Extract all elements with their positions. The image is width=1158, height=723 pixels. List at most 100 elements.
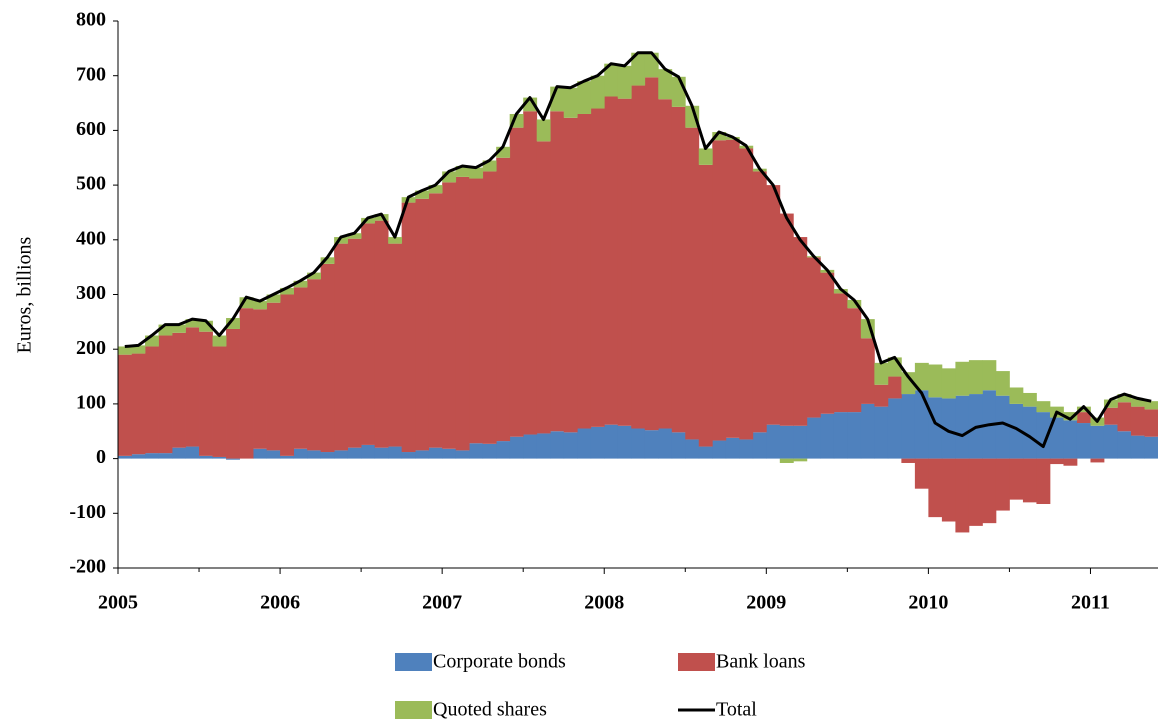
bar bbox=[995, 371, 1010, 396]
bar bbox=[563, 117, 578, 433]
bar bbox=[496, 441, 511, 459]
bar bbox=[415, 198, 430, 451]
bar bbox=[185, 319, 200, 328]
bar bbox=[536, 119, 551, 142]
bar bbox=[563, 432, 578, 459]
bar bbox=[887, 398, 902, 459]
bar bbox=[941, 368, 956, 399]
bar bbox=[901, 394, 916, 459]
bar bbox=[1117, 394, 1132, 403]
x-tick-label: 2005 bbox=[98, 592, 138, 614]
y-tick-label: 500 bbox=[76, 173, 106, 195]
bar bbox=[145, 335, 159, 347]
bar bbox=[1130, 398, 1145, 407]
y-tick-label: -100 bbox=[69, 501, 106, 523]
bar bbox=[226, 328, 240, 459]
bar bbox=[1144, 409, 1158, 437]
bar bbox=[1090, 458, 1105, 463]
bar bbox=[253, 301, 267, 310]
bar bbox=[1076, 423, 1091, 459]
bar bbox=[172, 447, 186, 459]
bar bbox=[415, 190, 430, 199]
y-tick-label: 300 bbox=[76, 282, 106, 304]
bar bbox=[1022, 458, 1037, 503]
bar bbox=[509, 127, 524, 437]
bar bbox=[995, 458, 1010, 511]
bar bbox=[239, 297, 254, 309]
bar bbox=[725, 139, 740, 438]
bar bbox=[793, 237, 808, 426]
bar bbox=[1063, 458, 1078, 466]
bar bbox=[928, 458, 943, 518]
bar bbox=[266, 450, 281, 459]
x-tick-label: 2007 bbox=[422, 592, 462, 614]
total-line bbox=[124, 51, 1152, 449]
bar bbox=[914, 390, 929, 459]
bar bbox=[536, 141, 551, 434]
bar bbox=[1144, 401, 1158, 410]
bar bbox=[455, 165, 470, 177]
bar bbox=[158, 453, 173, 459]
bar bbox=[1009, 403, 1024, 459]
bar bbox=[482, 443, 497, 459]
bar bbox=[968, 458, 983, 526]
bar bbox=[671, 106, 686, 433]
bar bbox=[779, 425, 794, 459]
bar bbox=[739, 439, 754, 459]
bar bbox=[766, 424, 781, 459]
legend-label: Quoted shares bbox=[433, 699, 547, 721]
bar bbox=[928, 364, 943, 398]
bar bbox=[1076, 412, 1091, 424]
bar bbox=[698, 446, 713, 459]
bar bbox=[1063, 420, 1078, 459]
bar bbox=[280, 455, 294, 459]
bar bbox=[739, 148, 754, 440]
bar bbox=[847, 299, 862, 309]
bar bbox=[901, 372, 916, 395]
bar bbox=[995, 395, 1010, 459]
bar bbox=[590, 108, 605, 427]
bar bbox=[334, 237, 349, 244]
bar bbox=[509, 436, 524, 459]
bar bbox=[428, 193, 443, 448]
legend-label: Bank loans bbox=[716, 651, 806, 673]
bar bbox=[955, 395, 970, 459]
bar bbox=[347, 447, 362, 459]
bar bbox=[172, 324, 186, 333]
bar bbox=[685, 439, 700, 459]
bar bbox=[833, 412, 848, 459]
bar bbox=[212, 335, 227, 347]
bar bbox=[374, 220, 389, 448]
bar bbox=[644, 430, 659, 459]
bar bbox=[644, 52, 659, 78]
bar bbox=[239, 308, 254, 459]
bar bbox=[577, 81, 592, 114]
bar bbox=[1117, 431, 1132, 459]
bar bbox=[536, 433, 551, 459]
bar bbox=[320, 257, 335, 264]
y-tick-label: 100 bbox=[76, 391, 106, 413]
bar bbox=[361, 217, 376, 224]
legend-swatch bbox=[678, 653, 715, 671]
bar bbox=[968, 360, 983, 395]
bar bbox=[1103, 424, 1118, 459]
bar bbox=[523, 111, 538, 435]
bar bbox=[1103, 407, 1118, 425]
bar bbox=[226, 318, 240, 329]
bar bbox=[590, 75, 605, 109]
bar bbox=[320, 452, 335, 459]
bar bbox=[307, 279, 321, 451]
bar bbox=[280, 294, 294, 456]
bar bbox=[847, 412, 862, 459]
bar bbox=[307, 272, 321, 280]
bar bbox=[658, 99, 673, 429]
bar bbox=[1022, 406, 1037, 459]
bar bbox=[766, 185, 781, 425]
bar bbox=[145, 453, 159, 459]
y-tick-label: 0 bbox=[96, 446, 106, 468]
bar bbox=[118, 455, 132, 459]
bar bbox=[860, 403, 875, 459]
bar bbox=[725, 437, 740, 459]
bar bbox=[658, 69, 673, 100]
bar bbox=[226, 458, 240, 460]
